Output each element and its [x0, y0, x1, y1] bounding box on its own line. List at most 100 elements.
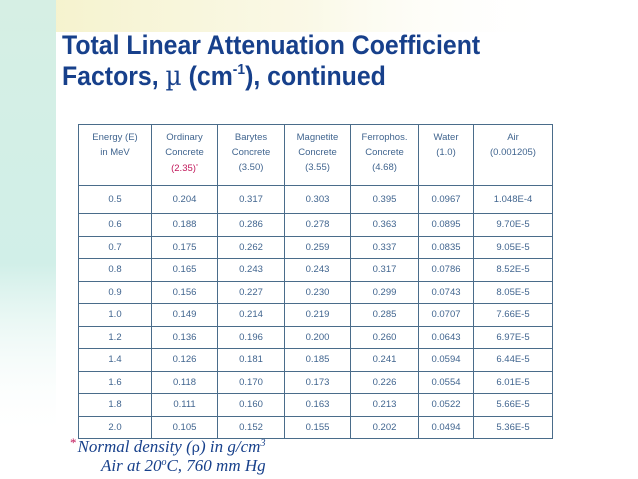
- coefficient-cell: 0.213: [350, 393, 419, 417]
- coefficient-cell: 0.243: [284, 258, 351, 282]
- coefficient-cell: 6.01E-5: [473, 370, 553, 394]
- title-unit-exponent: -1: [232, 61, 246, 78]
- density-value: (1.0): [436, 147, 456, 158]
- coefficient-cell: 0.185: [284, 348, 351, 372]
- energy-cell: 1.2: [78, 325, 152, 349]
- table-row: 0.9 0.156 0.227 0.230 0.299 0.0743 8.05E-5: [78, 280, 553, 304]
- coefficient-cell: 0.214: [217, 303, 285, 327]
- coefficient-cell: 0.278: [284, 213, 351, 237]
- coefficient-cell: 0.395: [350, 185, 419, 214]
- header-ferrophos-concrete: Ferrophos. Concrete (4.68): [350, 124, 419, 186]
- coefficient-cell: 6.97E-5: [473, 325, 553, 349]
- footnote-star: *: [70, 435, 77, 450]
- coefficient-cell: 0.0554: [418, 370, 474, 394]
- energy-cell: 1.0: [78, 303, 152, 327]
- coefficient-cell: 6.44E-5: [473, 348, 553, 372]
- coefficient-cell: 0.196: [217, 325, 285, 349]
- degree-marker: o: [161, 457, 167, 468]
- coefficient-cell: 0.0967: [418, 185, 474, 214]
- coefficient-cell: 0.0522: [418, 393, 474, 417]
- coefficient-cell: 0.118: [151, 370, 218, 394]
- coefficient-cell: 0.0494: [418, 415, 474, 439]
- coefficient-cell: 0.260: [350, 325, 419, 349]
- coefficient-cell: 0.226: [350, 370, 419, 394]
- coefficient-cell: 0.0594: [418, 348, 474, 372]
- title-line-1: Total Linear Attenuation Coefficient: [62, 30, 481, 60]
- energy-cell: 0.9: [78, 280, 152, 304]
- coefficient-cell: 0.299: [350, 280, 419, 304]
- coefficient-cell: 0.0786: [418, 258, 474, 282]
- coefficient-cell: 0.262: [217, 235, 285, 259]
- coefficient-cell: 0.149: [151, 303, 218, 327]
- density-value: (2.35): [171, 163, 196, 174]
- coefficient-cell: 0.259: [284, 235, 351, 259]
- coefficient-cell: 0.286: [217, 213, 285, 237]
- coefficient-cell: 0.0835: [418, 235, 474, 259]
- coefficient-cell: 0.163: [284, 393, 351, 417]
- header-ordinary-concrete: Ordinary Concrete (2.35)*: [151, 124, 218, 186]
- coefficient-cell: 0.202: [350, 415, 419, 439]
- footnote-text: ) in g/cm: [200, 437, 261, 456]
- coefficient-cell: 0.0643: [418, 325, 474, 349]
- energy-cell: 0.8: [78, 258, 152, 282]
- table-row: 0.8 0.165 0.243 0.243 0.317 0.0786 8.52E-5: [78, 258, 553, 282]
- header-row: Energy (E) in MeV Ordinary Concrete (2.3…: [78, 124, 553, 186]
- header-line: Ordinary: [166, 132, 203, 143]
- energy-cell: 0.7: [78, 235, 152, 259]
- energy-cell: 1.6: [78, 370, 152, 394]
- coefficient-cell: 0.0743: [418, 280, 474, 304]
- header-line: Concrete: [165, 147, 204, 158]
- attenuation-table-container: Energy (E) in MeV Ordinary Concrete (2.3…: [78, 124, 553, 439]
- density-value: (0.001205): [490, 147, 536, 158]
- coefficient-cell: 0.170: [217, 370, 285, 394]
- coefficient-cell: 0.303: [284, 185, 351, 214]
- table-row: 0.5 0.204 0.317 0.303 0.395 0.0967 1.048E-4: [78, 185, 553, 214]
- coefficient-cell: 0.337: [350, 235, 419, 259]
- rho-symbol: ρ: [191, 440, 201, 456]
- table-row: 1.4 0.126 0.181 0.185 0.241 0.0594 6.44E-5: [78, 348, 553, 372]
- coefficient-cell: 7.66E-5: [473, 303, 553, 327]
- coefficient-cell: 0.165: [151, 258, 218, 282]
- header-energy: Energy (E) in MeV: [78, 124, 152, 186]
- header-line: Magnetite: [296, 132, 339, 143]
- coefficient-cell: 5.36E-5: [473, 415, 553, 439]
- density-value: (4.68): [372, 162, 397, 173]
- coefficient-cell: 0.155: [284, 415, 351, 439]
- footnote-text: Air at 20: [101, 456, 162, 475]
- header-barytes-concrete: Barytes Concrete (3.50): [217, 124, 285, 186]
- table-row: 2.0 0.105 0.152 0.155 0.202 0.0494 5.36E-5: [78, 415, 553, 439]
- coefficient-cell: 0.0707: [418, 303, 474, 327]
- coefficient-cell: 0.285: [350, 303, 419, 327]
- header-line: Concrete: [231, 147, 271, 158]
- table-body: 0.5 0.204 0.317 0.303 0.395 0.0967 1.048E-4 0.6…: [78, 185, 553, 439]
- table-row: 1.8 0.111 0.160 0.163 0.213 0.0522 5.66E-5: [78, 393, 553, 417]
- coefficient-cell: 9.70E-5: [473, 213, 553, 237]
- table-row: 0.7 0.175 0.262 0.259 0.337 0.0835 9.05E-5: [78, 235, 553, 259]
- table-row: 0.6 0.188 0.286 0.278 0.363 0.0895 9.70E-5: [78, 213, 553, 237]
- coefficient-cell: 5.66E-5: [473, 393, 553, 417]
- energy-cell: 1.8: [78, 393, 152, 417]
- attenuation-table: Energy (E) in MeV Ordinary Concrete (2.3…: [78, 124, 553, 439]
- header-magnetite-concrete: Magnetite Concrete (3.55): [284, 124, 351, 186]
- coefficient-cell: 8.52E-5: [473, 258, 553, 282]
- header-line: Concrete: [298, 147, 337, 158]
- footnote-marker: *: [195, 164, 198, 170]
- coefficient-cell: 0.0895: [418, 213, 474, 237]
- header-line: in MeV: [100, 147, 130, 158]
- footnote-air-conditions: Air at 20oC, 760 mm Hg: [101, 455, 266, 477]
- header-line: Energy (E): [92, 132, 138, 143]
- coefficient-cell: 0.173: [284, 370, 351, 394]
- title-line-2-suffix: ), continued: [245, 61, 386, 91]
- header-line: Concrete: [365, 147, 404, 158]
- coefficient-cell: 0.243: [217, 258, 285, 282]
- coefficient-cell: 0.160: [217, 393, 285, 417]
- table-row: 1.2 0.136 0.196 0.200 0.260 0.0643 6.97E-5: [78, 325, 553, 349]
- coefficient-cell: 0.227: [217, 280, 285, 304]
- table-row: 1.0 0.149 0.214 0.219 0.285 0.0707 7.66E-5: [78, 303, 553, 327]
- coefficient-cell: 0.204: [151, 185, 218, 214]
- energy-cell: 1.4: [78, 348, 152, 372]
- title-line-2-prefix: Factors,: [62, 61, 166, 91]
- coefficient-cell: 8.05E-5: [473, 280, 553, 304]
- coefficient-cell: 0.111: [151, 393, 218, 417]
- energy-cell: 0.5: [78, 185, 152, 214]
